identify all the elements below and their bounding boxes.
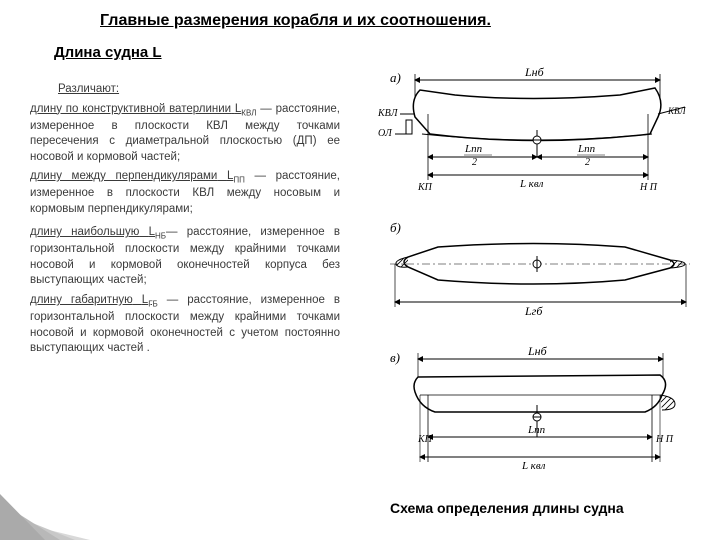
subtitle: Длина судна L: [54, 44, 162, 61]
label-b: б): [390, 220, 401, 235]
p4-sub: ГБ: [148, 299, 158, 308]
page-title: Главные размерения корабля и их соотноше…: [100, 12, 491, 30]
np-v: Н П: [655, 434, 674, 445]
lgb-b: Lгб: [524, 304, 543, 318]
diagram-v: в) Lнб КП Н П Lпп: [390, 344, 675, 472]
label-v: в): [390, 350, 400, 365]
label-a: а): [390, 70, 401, 85]
diagram-column: а) Lнб КВЛ ОЛ КВЛ Lпп: [360, 62, 700, 497]
diagram-caption: Схема определения длины судна: [390, 500, 624, 516]
ol-label: ОЛ: [378, 128, 393, 139]
kp-a: КП: [417, 182, 433, 193]
kp-v: КП: [417, 434, 433, 445]
ship-diagrams-svg: а) Lнб КВЛ ОЛ КВЛ Lпп: [360, 62, 700, 492]
p3-sub: НБ: [155, 232, 166, 241]
diagram-a: а) Lнб КВЛ ОЛ КВЛ Lпп: [377, 65, 686, 193]
corner-decoration: [0, 480, 90, 540]
intro-label: Различают:: [58, 83, 119, 95]
lpp2-right-a: Lпп: [577, 143, 596, 155]
np-a: Н П: [639, 182, 658, 193]
half-left-a: 2: [472, 157, 477, 168]
p2-sub: ПП: [233, 175, 245, 184]
text-column: Различают: длину по конструктивной ватер…: [30, 82, 340, 361]
lkvl-a: L квл: [519, 178, 544, 190]
diagram-b: б) Lгб: [390, 220, 690, 318]
p4-lead: длину габаритную: [30, 294, 133, 306]
lpp-v: Lпп: [527, 424, 546, 436]
p1-lead: длину по конструктивной ватерлинии: [30, 103, 231, 115]
lkvl-v: L квл: [521, 460, 546, 472]
lpp2-left-a: Lпп: [464, 143, 483, 155]
p3-lead: длину наибольшую: [30, 226, 139, 238]
kvl-label: КВЛ: [377, 108, 399, 119]
p1-sub: КВЛ: [241, 108, 256, 117]
lnb-v: Lнб: [527, 344, 548, 358]
p2-lead: длину между перпендикулярами: [30, 170, 217, 182]
lnb-label-a: Lнб: [524, 65, 545, 79]
half-right-a: 2: [585, 157, 590, 168]
